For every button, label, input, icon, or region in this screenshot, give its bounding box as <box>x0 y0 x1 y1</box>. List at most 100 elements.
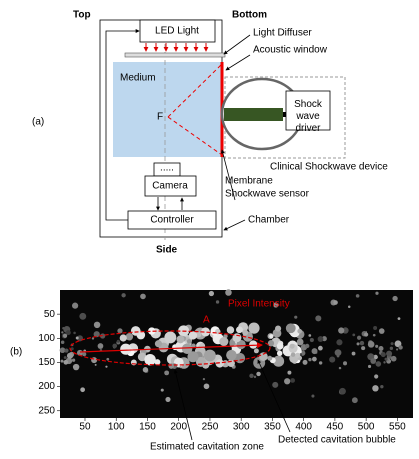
bubble <box>73 331 76 335</box>
annotation: A <box>203 315 210 326</box>
bubble <box>71 358 76 362</box>
camera-label: Camera <box>152 181 188 192</box>
bubble <box>125 332 134 341</box>
zone-label: Estimated cavitation zone <box>150 442 264 453</box>
bubble <box>106 357 110 361</box>
bubble <box>154 340 162 348</box>
chamber-label: Chamber <box>248 215 290 226</box>
bubble <box>259 352 268 361</box>
bubble <box>311 394 315 398</box>
bubble <box>63 359 69 365</box>
pointer <box>220 149 236 201</box>
bubble <box>120 343 132 355</box>
bubble <box>380 351 386 358</box>
bubble <box>200 327 211 337</box>
bubble <box>117 328 123 334</box>
bubble <box>383 361 386 364</box>
x-tick-label: 200 <box>170 422 187 433</box>
bubble <box>392 295 398 302</box>
bubble <box>181 343 193 355</box>
bubble <box>317 336 324 342</box>
bubble <box>82 352 87 357</box>
bubble <box>375 291 379 295</box>
bubble <box>373 326 378 331</box>
bubble <box>179 366 182 369</box>
bubble <box>165 396 171 402</box>
bubble <box>59 347 66 354</box>
bubble <box>367 364 372 369</box>
y-tick-label: 50 <box>44 309 56 320</box>
membrane-label: Membrane <box>225 176 273 187</box>
bubble <box>361 346 366 351</box>
bubble <box>380 384 384 389</box>
bubble <box>226 326 235 334</box>
driver-shaft <box>224 108 283 121</box>
axis-a <box>79 342 263 353</box>
pointer <box>223 34 251 55</box>
bubble <box>249 340 258 349</box>
bubble <box>242 329 249 336</box>
bubble <box>236 326 243 334</box>
bubble <box>105 365 108 368</box>
bubble <box>297 328 302 334</box>
x-tick-label: 500 <box>358 422 375 433</box>
bubble <box>142 367 149 373</box>
bubble <box>253 348 259 354</box>
bubble <box>394 340 402 348</box>
bubble <box>62 333 68 338</box>
bubble-label: Detected cavitation bubble <box>278 435 396 446</box>
bubble <box>63 356 67 360</box>
device-label: Clinical Shockwave device <box>270 162 388 173</box>
bubble <box>372 333 376 337</box>
light-arrows <box>143 43 209 52</box>
x-tick-label: 450 <box>327 422 344 433</box>
bubble <box>373 354 378 360</box>
bubble <box>112 343 118 349</box>
bubble <box>256 371 261 377</box>
pointer <box>257 359 291 433</box>
bubble <box>284 378 291 385</box>
bubble <box>168 363 175 369</box>
bubble <box>148 327 156 335</box>
bubble <box>121 293 126 298</box>
bubble <box>372 385 379 392</box>
bubble <box>397 317 401 321</box>
bubbles <box>59 289 403 404</box>
driver-label: Shock wave driver <box>294 99 323 134</box>
x-tick-label: 350 <box>264 422 281 433</box>
pointer <box>173 369 193 441</box>
bubble <box>384 357 388 361</box>
bubble <box>91 337 95 340</box>
bubble <box>339 387 346 395</box>
bubble <box>276 342 284 350</box>
bubble <box>72 363 80 371</box>
bubble <box>60 359 64 363</box>
bubble <box>79 312 87 320</box>
bubble <box>164 370 170 376</box>
x-tick-label: 400 <box>295 422 312 433</box>
bubble <box>272 355 285 367</box>
medium-tank <box>113 62 222 157</box>
bubble <box>351 351 356 356</box>
diffuser-label: Light Diffuser <box>253 28 312 39</box>
driver-box <box>285 90 331 131</box>
y-tick-label: 200 <box>38 381 55 392</box>
bubble <box>389 346 394 351</box>
lens-label: ..... <box>160 163 174 174</box>
x-tick-label: 50 <box>79 422 91 433</box>
bubble <box>94 363 97 366</box>
led-box <box>139 19 216 43</box>
y-tick-label: 250 <box>38 405 55 416</box>
bubble <box>375 361 382 367</box>
bubble <box>296 338 304 346</box>
bubble <box>116 339 120 343</box>
bubble <box>289 343 295 349</box>
bubble <box>374 374 379 379</box>
bubble <box>390 342 394 346</box>
bubble <box>249 373 254 379</box>
bubble <box>93 331 100 338</box>
camera-box <box>144 175 197 197</box>
bubble <box>137 352 147 362</box>
medium-label: Medium <box>120 73 156 84</box>
bubble <box>355 294 360 298</box>
